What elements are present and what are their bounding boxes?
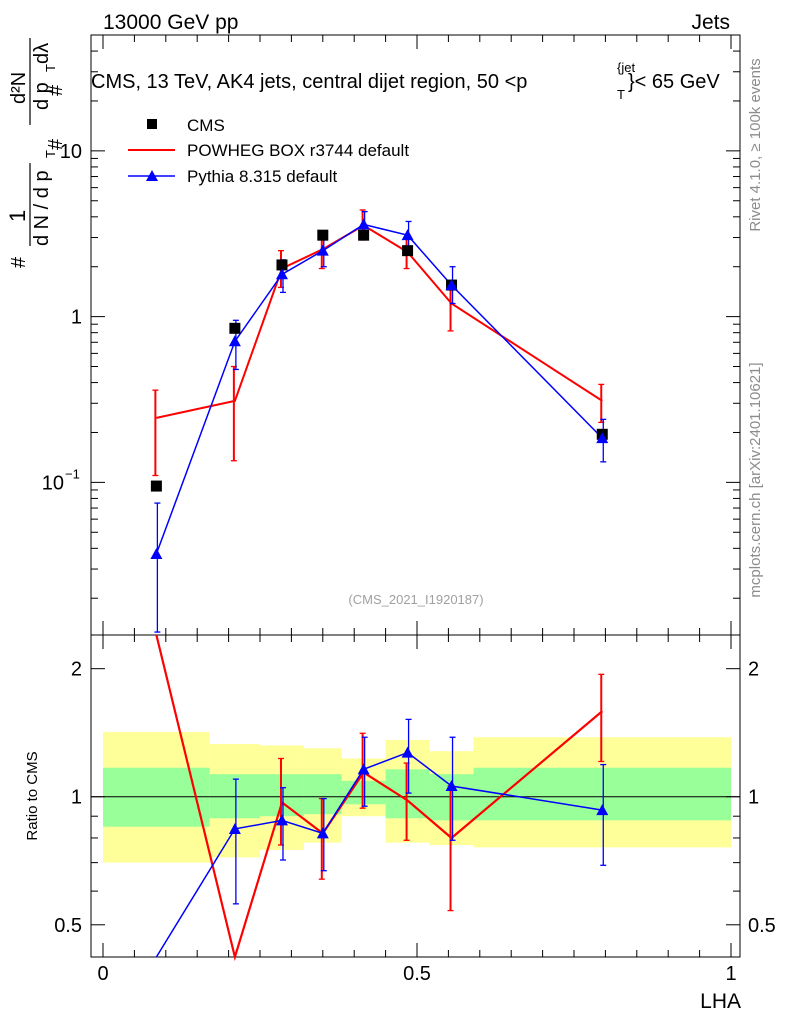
legend-pythia-label: Pythia 8.315 default: [187, 167, 338, 186]
pythia-ratio-point: [275, 814, 288, 826]
ratio-tick-labels: 0.5 0.5 1 1 2 2 0 0.5 1: [54, 659, 776, 985]
ratio-ytick-label-right: 2: [748, 659, 759, 681]
title-superscript: {jet: [617, 60, 635, 75]
x-tick-label: 0: [97, 963, 108, 985]
ratio-uncertainty-bands: [91, 731, 740, 863]
powheg-series-line: [156, 224, 603, 419]
legend-pythia-marker: [146, 170, 158, 181]
main-series-layer: [150, 209, 609, 633]
pythia-data-point: [401, 229, 414, 241]
title-suffix: }< 65 GeV: [628, 71, 720, 93]
pythia-ratio-point: [316, 827, 329, 839]
pythia-ratio-point: [401, 746, 414, 758]
title-prefix: CMS, 13 TeV, AK4 jets, central dijet reg…: [91, 71, 527, 93]
ratio-ytick-label-left: 1: [71, 787, 82, 809]
pythia-data-point: [150, 547, 163, 559]
pythia-ratio-point: [445, 779, 458, 791]
pythia-ratio-point: [228, 822, 241, 834]
ratio-ytick-label-left: 2: [71, 659, 82, 681]
cms-data-point: [402, 245, 414, 257]
x-tick-label: 1: [725, 963, 736, 985]
powheg-ratio-line: [155, 634, 604, 962]
ratio-band-green: [385, 769, 430, 819]
rivet-version-label: Rivet 4.1.0, ≥ 100k events: [747, 58, 764, 231]
pythia-data-point: [228, 335, 241, 347]
ylabel-sub-t2: T: [43, 64, 58, 72]
ratio-ytick-label-left: 0.5: [54, 915, 82, 937]
ylabel-hash-3: #: [45, 84, 67, 96]
pythia-ratio-line: [155, 751, 603, 958]
ylabel-one: 1: [5, 210, 30, 222]
main-ytick-label: 10: [42, 472, 64, 494]
header-left: 13000 GeV pp: [103, 11, 238, 34]
ylabel-dpt: d p: [31, 82, 53, 110]
title-subscript: T: [617, 87, 625, 102]
pythia-ratio-point: [596, 804, 609, 816]
header-right: Jets: [691, 11, 730, 34]
cms-data-point: [317, 229, 329, 241]
main-ytick-label: 10: [60, 141, 82, 163]
pythia-data-point: [275, 268, 288, 280]
ratio-plot-frame: [90, 634, 741, 958]
ratio-ylabel: Ratio to CMS: [24, 751, 41, 840]
pythia-data-point: [316, 244, 329, 256]
legend-powheg-label: POWHEG BOX r3744 default: [187, 141, 409, 160]
cms-data-point: [276, 259, 288, 271]
ratio-band-green: [209, 774, 260, 819]
main-title: CMS, 13 TeV, AK4 jets, central dijet reg…: [91, 60, 720, 102]
ylabel-d2n: d²N: [8, 72, 30, 104]
legend: CMS POWHEG BOX r3744 default Pythia 8.31…: [128, 116, 409, 186]
analysis-watermark: (CMS_2021_I1920187): [348, 592, 483, 607]
pythia-ratio-point: [357, 763, 370, 775]
pythia-series-line: [155, 223, 603, 555]
pythia-data-point: [445, 279, 458, 291]
main-axis-ticks: [91, 34, 740, 635]
ylabel-hash-1: #: [8, 256, 30, 268]
main-ylabel: # 1 d N / d p T # d²N d p T dλ #: [5, 38, 67, 268]
ylabel-dn-dpt: d N / d p: [31, 170, 53, 246]
x-axis-label: LHA: [700, 990, 741, 1013]
ylabel-hash-2: #: [45, 138, 67, 150]
cms-data-point: [150, 480, 162, 492]
mcplots-label: mcplots.cern.ch [arXiv:2401.10621]: [747, 362, 764, 597]
pythia-data-point: [357, 218, 370, 230]
ratio-series-layer: [155, 634, 609, 962]
ylabel-dlambda: dλ: [31, 43, 53, 64]
title-text: CMS, 13 TeV, AK4 jets, central dijet reg…: [91, 71, 527, 93]
cms-data-point: [358, 229, 370, 241]
ratio-ytick-label-right: 0.5: [748, 915, 776, 937]
x-tick-label: 0.5: [403, 963, 431, 985]
ratio-axis-ticks: [91, 635, 740, 957]
legend-cms-label: CMS: [187, 116, 225, 135]
main-ytick-label: 1: [71, 307, 82, 329]
ylabel-sub-t1: T: [43, 150, 58, 158]
ratio-band-green: [103, 767, 210, 827]
ratio-ytick-label-right: 1: [748, 787, 759, 809]
pythia-data-point: [596, 432, 609, 444]
main-ytick-exponent: −1: [65, 466, 80, 481]
cms-data-point: [229, 322, 241, 334]
legend-cms-marker: [147, 119, 157, 129]
